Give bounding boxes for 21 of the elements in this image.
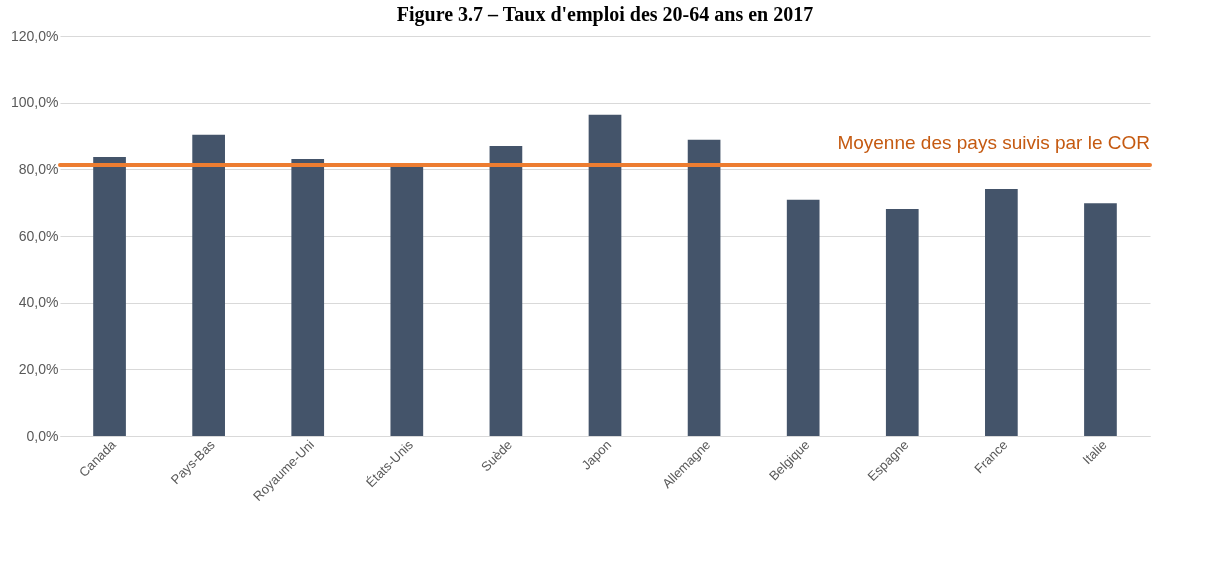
chart-title: Figure 3.7 – Taux d'emploi des 20-64 ans en 2017 xyxy=(396,3,814,26)
ref-line-label: Moyenne des pays suivis par le COR xyxy=(837,132,1150,153)
bar xyxy=(786,199,820,436)
y-tick-label: 20,0% xyxy=(18,360,59,377)
bar xyxy=(390,167,424,436)
bar xyxy=(687,139,721,436)
bar xyxy=(985,189,1018,436)
y-tick-label: 0,0% xyxy=(26,427,59,444)
y-tick-label: 40,0% xyxy=(18,294,59,311)
y-tick-label: 120,0% xyxy=(11,27,59,44)
x-tick-label: Italie xyxy=(1079,437,1110,468)
bar xyxy=(489,146,523,436)
bar xyxy=(1084,203,1117,436)
bar xyxy=(192,134,225,436)
bar xyxy=(885,209,919,436)
y-tick-label: 100,0% xyxy=(11,94,59,111)
bar xyxy=(93,157,126,436)
bar xyxy=(291,159,325,436)
y-tick-label: 80,0% xyxy=(18,160,59,177)
bar xyxy=(588,114,622,436)
y-tick-label: 60,0% xyxy=(18,227,59,244)
